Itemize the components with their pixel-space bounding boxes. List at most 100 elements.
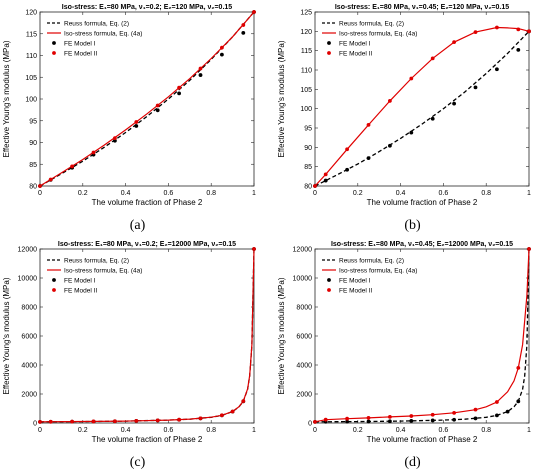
y-tick-label: 95 <box>29 118 37 125</box>
y-axis-label: Effective Young's modulus (MPa) <box>277 277 286 394</box>
series-point-2 <box>409 419 414 423</box>
y-tick-label: 120 <box>25 10 37 17</box>
y-tick-label: 100 <box>25 97 37 104</box>
series-point-3 <box>430 412 435 417</box>
series-point-2 <box>366 419 371 424</box>
series-point-2 <box>495 413 499 418</box>
y-tick-label: 85 <box>29 162 37 169</box>
series-point-3 <box>516 366 521 370</box>
series-point-3 <box>113 136 117 141</box>
series-point-3 <box>527 29 531 34</box>
y-tick-label: 125 <box>300 10 312 17</box>
y-tick-label: 2000 <box>21 392 37 399</box>
y-tick-label: 10000 <box>293 276 313 283</box>
series-point-3 <box>198 416 203 421</box>
series-point-3 <box>345 416 349 421</box>
series-point-3 <box>313 419 317 424</box>
y-tick-label: 0 <box>33 421 37 428</box>
series-line-1 <box>39 248 255 423</box>
series-point-2 <box>198 73 203 77</box>
plot-frame <box>314 11 530 187</box>
y-tick-label: 115 <box>26 31 37 38</box>
series-point-2 <box>516 47 521 52</box>
y-tick-label: 115 <box>301 48 312 55</box>
y-tick-label: 12000 <box>293 247 313 254</box>
legend-marker-3 <box>327 288 331 292</box>
series-point-3 <box>198 66 203 71</box>
legend-box <box>43 252 149 298</box>
series-point-2 <box>505 409 510 414</box>
series-point-2 <box>388 143 392 148</box>
y-tick-label: 12000 <box>18 247 38 254</box>
series-point-2 <box>473 416 478 421</box>
series-point-3 <box>452 410 456 415</box>
legend-marker-3 <box>52 51 56 55</box>
series-point-3 <box>230 409 235 414</box>
series-point-3 <box>252 247 256 251</box>
caption-c: (c) <box>129 455 146 470</box>
series-point-3 <box>323 417 328 422</box>
series-point-3 <box>155 418 160 423</box>
series-point-2 <box>155 108 160 113</box>
legend-marker-3 <box>327 51 331 55</box>
legend-label-3: FE Model II <box>64 287 97 294</box>
series-point-3 <box>91 150 96 155</box>
y-tick-label: 8000 <box>296 305 312 312</box>
series-point-3 <box>313 184 317 188</box>
caption-b: (b) <box>404 218 421 233</box>
panel-a: Iso-stress: E₁=80 MPa, ν₁=0.2; E₂=120 MP… <box>0 0 275 237</box>
series-point-2 <box>366 156 371 161</box>
series-point-3 <box>366 416 371 420</box>
x-tick-label: 0 <box>313 190 317 197</box>
legend: Reuss formula, Eq. (2) Iso-stress formula… <box>43 252 149 298</box>
series-point-3 <box>134 120 139 124</box>
series-point-2 <box>177 91 182 96</box>
x-tick-label: 1 <box>252 190 256 197</box>
x-tick-label: 0.8 <box>206 427 216 434</box>
series-line-1 <box>39 11 255 187</box>
series-point-3 <box>409 414 414 418</box>
y-tick-label: 6000 <box>296 334 312 341</box>
legend-label-3: FE Model II <box>339 287 372 294</box>
x-tick-label: 0 <box>38 427 42 434</box>
series-point-3 <box>473 407 478 412</box>
series-point-3 <box>452 40 456 45</box>
chart-d: Iso-stress: E₁=80 MPa, ν₁=0.45; E₂=12000… <box>277 241 531 444</box>
chart-title: Iso-stress: E₁=80 MPa, ν₁=0.45; E₂=12000… <box>331 241 513 248</box>
series-point-2 <box>452 417 456 422</box>
x-tick-label: 0.4 <box>396 190 406 197</box>
series-point-2 <box>323 178 328 183</box>
y-tick-label: 100 <box>300 106 312 113</box>
series-point-3 <box>430 56 435 61</box>
series-point-3 <box>70 419 74 424</box>
legend-marker-2 <box>327 278 331 282</box>
caption-d: (d) <box>404 455 421 470</box>
panel-d: Iso-stress: E₁=80 MPa, ν₁=0.45; E₂=12000… <box>275 237 550 474</box>
panel-c: Iso-stress: E₁=80 MPa, ν₁=0.2; E₂=12000 … <box>0 237 275 474</box>
legend: Reuss formula, Eq. (2) Iso-stress formula… <box>318 15 424 61</box>
chart-title: Iso-stress: E₁=80 MPa, ν₁=0.2; E₂=12000 … <box>58 241 236 248</box>
x-tick-label: 0 <box>38 190 42 197</box>
y-axis-label: Effective Young's modulus (MPa) <box>2 40 11 157</box>
series-point-3 <box>409 76 414 81</box>
series-line-0 <box>314 248 530 423</box>
legend-label-0: Reuss formula, Eq. (2) <box>339 20 404 27</box>
y-tick-label: 0 <box>308 421 312 428</box>
series-point-3 <box>38 419 42 424</box>
series-point-2 <box>495 67 499 72</box>
series-point-3 <box>177 85 182 90</box>
series-point-2 <box>409 130 414 135</box>
y-tick-label: 85 <box>304 164 312 171</box>
series-point-3 <box>70 164 74 169</box>
x-tick-label: 0.6 <box>439 190 449 197</box>
x-tick-label: 1 <box>252 427 256 434</box>
series-point-3 <box>134 418 139 423</box>
legend-marker-2 <box>327 41 331 45</box>
y-tick-label: 8000 <box>21 305 37 312</box>
x-tick-label: 0.4 <box>121 427 131 434</box>
y-tick-label: 6000 <box>21 334 37 341</box>
series-point-3 <box>516 27 521 32</box>
y-tick-label: 90 <box>29 140 37 147</box>
series-point-3 <box>113 419 117 424</box>
series-point-3 <box>155 103 160 108</box>
